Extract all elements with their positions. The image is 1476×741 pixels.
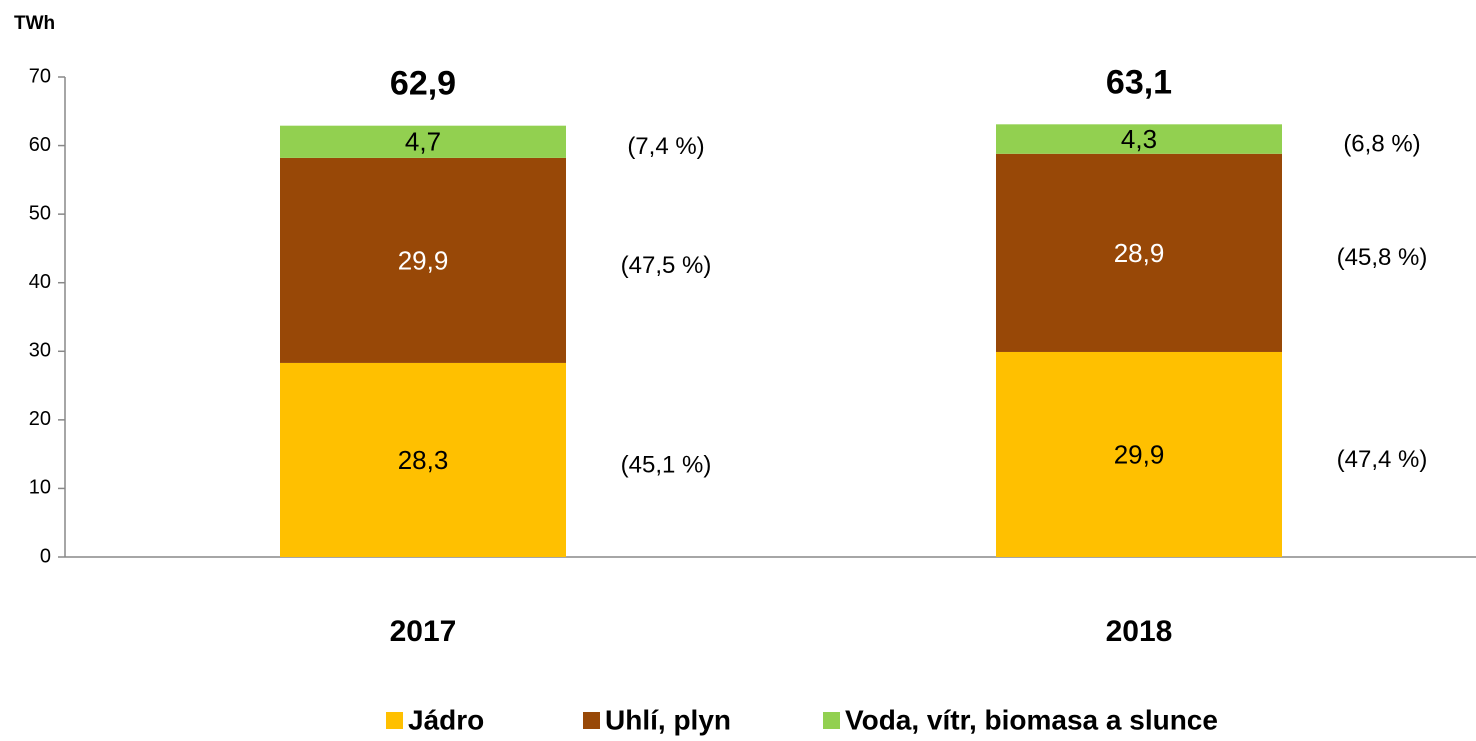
total-label: 63,1: [1106, 63, 1172, 101]
y-tick-label: 30: [29, 340, 51, 362]
bar-segment: [996, 153, 1282, 352]
value-label: 4,3: [1121, 124, 1157, 154]
legend-label: Jádro: [408, 704, 484, 735]
share-label: (7,4 %): [627, 133, 704, 160]
value-label: 28,9: [1114, 238, 1165, 268]
legend-label: Uhlí, plyn: [605, 704, 731, 735]
y-tick-label: 60: [29, 134, 51, 156]
value-label: 29,9: [1114, 439, 1165, 469]
y-tick-label: 20: [29, 408, 51, 430]
legend-swatch: [583, 712, 600, 729]
value-label: 28,3: [398, 445, 449, 475]
y-axis-label: TWh: [14, 13, 55, 34]
share-label: (45,8 %): [1337, 244, 1428, 271]
value-label: 4,7: [405, 127, 441, 157]
y-tick-label: 0: [40, 545, 51, 567]
share-label: (47,4 %): [1337, 446, 1428, 473]
legend-swatch: [823, 712, 840, 729]
share-label: (6,8 %): [1343, 130, 1420, 157]
bar-segment: [996, 124, 1282, 154]
y-tick-label: 70: [29, 65, 51, 87]
x-tick-label: 2017: [390, 615, 457, 648]
x-tick-label: 2018: [1106, 615, 1173, 648]
share-label: (47,5 %): [621, 252, 712, 279]
share-label: (45,1 %): [621, 451, 712, 478]
bar-segment: [996, 351, 1282, 557]
bar-segment: [280, 157, 566, 363]
bar-segment: [280, 125, 566, 158]
legend-label: Voda, vítr, biomasa a slunce: [845, 704, 1218, 735]
y-tick-label: 50: [29, 202, 51, 224]
legend-swatch: [386, 712, 403, 729]
y-tick-label: 40: [29, 271, 51, 293]
total-label: 62,9: [390, 65, 456, 103]
bar-segment: [280, 362, 566, 557]
y-tick-label: 10: [29, 477, 51, 499]
value-label: 29,9: [398, 245, 449, 275]
